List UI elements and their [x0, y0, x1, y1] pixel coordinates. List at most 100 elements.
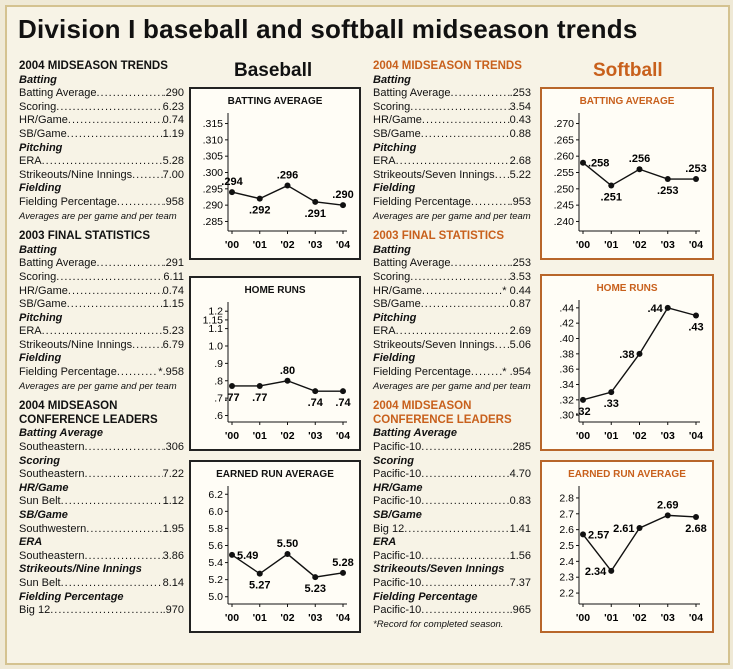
stat-label: HR/Game — [373, 284, 422, 297]
y-tick-label: 2.5 — [559, 540, 574, 552]
y-tick-label: 2.7 — [559, 508, 574, 520]
x-tick-label: '01 — [253, 239, 267, 251]
stat-row: Pacific-10 0.83 — [373, 495, 531, 509]
y-tick-label: .295 — [203, 183, 224, 195]
stat-row: Pacific-10 4.70 — [373, 468, 531, 482]
y-tick-label: .6 — [214, 410, 223, 422]
y-tick-label: .34 — [559, 379, 574, 391]
y-tick-label: 5.8 — [208, 523, 223, 535]
stat-row: HR/Game 0.74 — [19, 114, 184, 128]
stat-value: 5.22 — [509, 168, 531, 181]
stat-group-heading: HR/Game — [19, 481, 69, 494]
stat-group-heading: Strikeouts/Nine Innings — [19, 563, 142, 576]
stat-row: SB/Game 0.88 — [373, 128, 531, 142]
stat-label: Pacific-10 — [373, 468, 422, 481]
stat-label: Strikeouts/Nine Innings — [19, 338, 133, 351]
stat-group-heading: Strikeouts/Seven Innings — [373, 563, 505, 576]
data-label: .294 — [221, 176, 243, 188]
stat-value: .306 — [162, 441, 184, 454]
stat-value: 1.41 — [509, 522, 531, 535]
chart-title: BATTING AVERAGE — [580, 96, 675, 107]
dot-leader — [421, 577, 509, 591]
dot-leader — [421, 495, 509, 509]
x-tick-label: '03 — [661, 430, 675, 442]
dot-leader — [132, 339, 162, 353]
stat-label: HR/Game — [19, 114, 68, 127]
x-tick-label: '00 — [576, 612, 590, 624]
x-tick-label: '04 — [689, 612, 703, 624]
stat-label: Sun Belt — [19, 495, 61, 508]
stat-value: 1.56 — [509, 549, 531, 562]
stat-group-heading: ERA — [373, 536, 397, 549]
dot-leader — [67, 298, 163, 312]
stat-group-heading: Scoring — [19, 454, 60, 467]
y-tick-label: 2.8 — [559, 492, 574, 504]
dot-leader — [84, 441, 162, 455]
data-point — [229, 382, 235, 389]
stat-label: Pacific-10 — [373, 604, 422, 617]
y-tick-label: .250 — [554, 183, 575, 195]
data-point — [312, 574, 319, 581]
x-tick-label: '03 — [308, 612, 322, 624]
stat-row: Fielding Percentage .953 — [373, 196, 531, 210]
dot-leader — [96, 257, 162, 271]
y-tick-label: 6.0 — [208, 506, 223, 518]
baseball-batting-average-chart: BATTING AVERAGE .285 .290 .295 .300 .305 .310.… — [189, 87, 361, 260]
softball-batting-average-chart: BATTING AVERAGE .240 .245 .250 .255 .260 .265.… — [540, 87, 714, 260]
stat-label: ERA — [19, 325, 42, 338]
stat-row: Pacific-10 7.37 — [373, 577, 531, 591]
stat-value: 5.06 — [509, 338, 531, 351]
stat-row: Scoring 3.53 — [373, 271, 531, 285]
chart-svg: BATTING AVERAGE .285 .290 .295 .300 .305 .310.… — [203, 96, 354, 251]
stat-label: Big 12 — [373, 522, 405, 535]
stat-group-heading: Pitching — [19, 311, 63, 324]
stat-row: ERA 5.28 — [19, 155, 184, 169]
y-tick-label: .305 — [203, 151, 224, 163]
dot-leader — [396, 155, 510, 169]
stat-row: Sun Belt 8.14 — [19, 577, 184, 591]
stat-label: SB/Game — [373, 127, 421, 140]
stat-value: 4.70 — [509, 468, 531, 481]
stat-value: 6.79 — [162, 338, 184, 351]
stat-value: .253 — [509, 87, 531, 100]
stat-label: Fielding Percentage — [19, 195, 117, 208]
y-tick-label: .270 — [554, 118, 575, 130]
section-gap — [373, 393, 531, 400]
data-point — [664, 512, 671, 519]
dot-leader — [450, 257, 509, 271]
chart-svg: EARNED RUN AVERAGE 2.2 2.3 2.4 2.5 2.6 2.7 2.8 '… — [559, 469, 706, 624]
stat-group-heading: Pitching — [373, 141, 417, 154]
data-point — [340, 388, 346, 395]
stat-label: Big 12 — [19, 604, 51, 617]
stat-row: Southwestern 1.95 — [19, 523, 184, 537]
x-tick-label: '01 — [253, 430, 267, 442]
stat-group-heading: Fielding — [373, 352, 416, 365]
stat-label: Sun Belt — [19, 576, 61, 589]
y-tick-label: .315 — [203, 118, 224, 130]
data-label: .77 — [224, 392, 239, 404]
x-tick-label: '01 — [604, 612, 618, 624]
y-tick-label: .30 — [559, 410, 574, 422]
dot-leader — [117, 366, 158, 380]
data-label: .77 — [252, 392, 267, 404]
section-heading: 2004 MIDSEASON TRENDS — [373, 60, 522, 72]
chart-svg: HOME RUNS .6 .7 .8 .9 1.0 1.11.151.2 '00 '01 '02 '… — [203, 285, 352, 442]
y-tick-label: 5.0 — [208, 591, 223, 603]
x-tick-label: '00 — [225, 239, 239, 251]
data-label: 2.34 — [585, 566, 607, 578]
data-label: .253 — [657, 185, 678, 197]
data-point — [284, 551, 291, 558]
y-tick-label: .36 — [559, 364, 574, 376]
stat-row: HR/Game * 0.44 — [373, 285, 531, 299]
section-heading: 2003 FINAL STATISTICS — [19, 230, 150, 243]
stat-value: 0.83 — [509, 495, 531, 508]
stat-value: 0.88 — [509, 127, 531, 140]
stat-row: SB/Game 1.19 — [19, 128, 184, 142]
x-tick-label: '01 — [604, 239, 618, 251]
dot-leader — [404, 523, 509, 537]
chart-svg: BATTING AVERAGE .240 .245 .250 .255 .260 .265.… — [554, 96, 707, 251]
stat-value: 1.19 — [162, 127, 184, 140]
stat-value: 6.23 — [162, 100, 184, 113]
data-point — [580, 531, 586, 538]
stat-label: ERA — [373, 325, 396, 338]
